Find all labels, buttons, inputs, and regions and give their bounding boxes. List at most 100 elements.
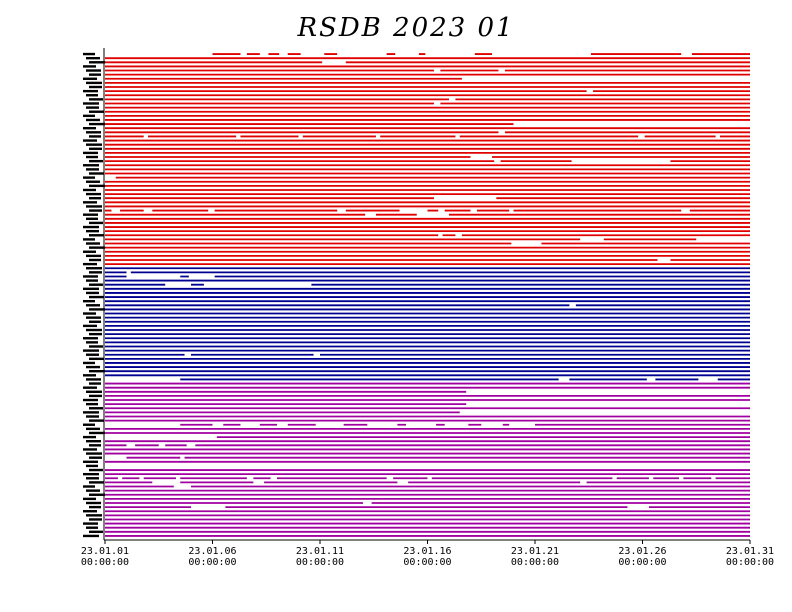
row-label bbox=[89, 332, 102, 336]
data-gap bbox=[322, 60, 346, 64]
x-tick-label: 23.01.11 bbox=[296, 546, 344, 557]
row-label bbox=[86, 242, 100, 245]
data-gap bbox=[188, 274, 215, 279]
data-gap bbox=[375, 134, 381, 139]
row-label bbox=[83, 262, 97, 266]
x-tick-label: 23.01.06 bbox=[188, 546, 236, 557]
data-gap bbox=[184, 353, 191, 357]
row-label bbox=[83, 250, 96, 253]
data-gap bbox=[270, 476, 277, 480]
timeline-gaps bbox=[105, 52, 755, 509]
data-gap bbox=[470, 208, 477, 213]
row-label bbox=[86, 514, 102, 517]
data-gap bbox=[698, 377, 718, 382]
data-gap bbox=[180, 456, 185, 460]
data-gap bbox=[612, 476, 617, 480]
data-gap bbox=[438, 233, 443, 237]
data-gap bbox=[715, 134, 720, 139]
data-gap bbox=[648, 476, 654, 480]
row-label bbox=[89, 530, 103, 534]
row-label bbox=[89, 295, 104, 299]
data-gap bbox=[298, 134, 303, 139]
data-gap bbox=[696, 237, 750, 241]
timeline-rows bbox=[105, 53, 750, 537]
data-gap bbox=[186, 443, 196, 447]
row-label bbox=[89, 345, 103, 348]
row-label bbox=[89, 419, 104, 422]
x-tick-label: 23.01.26 bbox=[618, 546, 666, 557]
row-label bbox=[86, 56, 100, 60]
data-gap bbox=[433, 196, 497, 200]
row-label bbox=[86, 267, 102, 270]
row-label bbox=[83, 188, 96, 192]
data-gap bbox=[657, 258, 671, 262]
row-label bbox=[83, 77, 97, 80]
data-gap bbox=[105, 176, 116, 180]
row-label bbox=[89, 98, 103, 101]
row-label bbox=[89, 61, 105, 64]
row-label bbox=[83, 126, 96, 130]
data-gap bbox=[337, 208, 346, 213]
data-gap bbox=[586, 89, 594, 93]
row-label bbox=[83, 287, 99, 291]
data-gap bbox=[433, 68, 441, 73]
data-gap bbox=[681, 208, 690, 213]
row-label bbox=[83, 164, 99, 167]
data-gap bbox=[300, 52, 325, 56]
data-gap bbox=[513, 122, 750, 126]
row-label bbox=[83, 374, 96, 377]
data-gap bbox=[509, 423, 535, 427]
row-label bbox=[83, 510, 97, 513]
data-gap bbox=[212, 423, 224, 427]
row-label bbox=[89, 518, 102, 521]
row-label bbox=[89, 135, 101, 138]
data-gap bbox=[416, 213, 449, 217]
data-gap bbox=[386, 476, 394, 480]
x-tick-time-label: 00:00:00 bbox=[511, 557, 559, 568]
data-gap bbox=[277, 423, 288, 427]
row-label bbox=[89, 85, 102, 89]
data-gap bbox=[492, 52, 591, 56]
data-gap bbox=[240, 423, 260, 427]
data-gap bbox=[470, 155, 492, 159]
row-label bbox=[83, 361, 95, 365]
data-gap bbox=[558, 377, 570, 382]
row-label bbox=[83, 324, 97, 328]
row-label bbox=[89, 456, 102, 459]
row-label bbox=[83, 435, 96, 439]
data-gap bbox=[337, 52, 387, 56]
data-gap bbox=[646, 377, 656, 382]
data-gap bbox=[627, 505, 649, 509]
row-label bbox=[89, 172, 104, 175]
row-label bbox=[86, 180, 100, 183]
row-label bbox=[86, 452, 102, 455]
row-label bbox=[86, 440, 101, 443]
row-label bbox=[89, 159, 103, 163]
row-label bbox=[89, 122, 105, 126]
data-gap bbox=[158, 443, 166, 447]
data-gap bbox=[253, 480, 265, 484]
row-label bbox=[89, 110, 104, 113]
row-label bbox=[86, 94, 98, 97]
row-label bbox=[83, 386, 97, 389]
row-label bbox=[86, 353, 99, 356]
row-label bbox=[83, 497, 96, 501]
data-gap bbox=[425, 52, 475, 56]
data-gap bbox=[750, 208, 755, 213]
row-label bbox=[86, 489, 100, 492]
row-label bbox=[86, 316, 101, 319]
row-label bbox=[86, 131, 101, 134]
x-tick-label: 23.01.21 bbox=[511, 546, 559, 557]
row-label bbox=[89, 481, 104, 484]
row-label bbox=[86, 477, 99, 480]
row-label bbox=[89, 505, 101, 509]
x-axis: 23.01.0100:00:0023.01.0600:00:0023.01.11… bbox=[81, 48, 774, 568]
data-gap bbox=[511, 241, 542, 246]
row-label bbox=[86, 427, 100, 431]
data-gap bbox=[105, 435, 217, 439]
x-tick-label: 23.01.01 bbox=[81, 546, 129, 557]
row-label bbox=[86, 304, 100, 307]
x-tick-time-label: 00:00:00 bbox=[81, 557, 129, 568]
data-gap bbox=[105, 464, 750, 468]
data-gap bbox=[638, 134, 645, 139]
